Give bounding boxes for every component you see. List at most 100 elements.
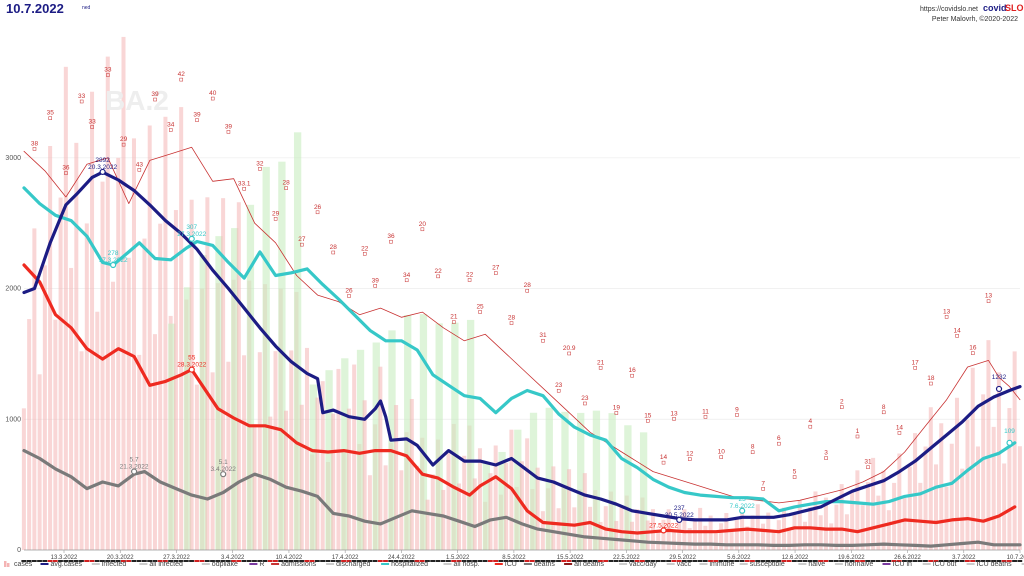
hospitalized-bar [451,322,459,550]
admission-label: 6 [777,435,781,442]
day-strip [456,560,462,562]
day-strip [451,560,457,562]
day-strip [189,560,194,562]
day-strip [110,560,116,562]
y-tick-label: 0 [17,547,21,554]
day-strip [487,560,493,562]
day-strip [194,560,200,562]
case-bar [111,281,116,550]
legend-label: admissions [281,561,317,568]
case-bar [74,142,79,550]
case-bar [320,381,325,550]
hospitalized-bar [592,410,601,550]
admission-label: 26 [345,287,353,294]
day-strip [687,560,692,562]
day-strip [404,560,409,562]
x-tick-label: 3.7.2022 [952,555,976,561]
legend-item: cases [4,561,33,568]
day-strip [797,560,803,562]
admission-label: 29 [120,136,128,143]
day-strip [299,560,305,562]
case-bar [829,523,834,550]
case-bar [189,199,194,550]
day-strip [718,560,724,562]
admission-label: 16 [969,345,977,352]
admission-label: 1 [856,428,860,435]
legend-label: ICU in [893,561,913,568]
day-strip [839,560,844,562]
day-strip [314,560,320,562]
case-bar [834,504,839,550]
admission-marker [866,465,870,469]
day-strip [697,560,703,562]
day-strip [671,560,677,562]
chart-date: 10.7.2022 [6,1,64,16]
case-bar [881,470,886,550]
admission-label: 17 [912,359,920,366]
case-bar [394,405,399,550]
day-strip [320,560,326,562]
annotation-marker [660,527,667,534]
day-strip [791,560,797,562]
annotation-value: 109 [1004,428,1015,435]
day-strip [529,560,535,562]
day-strip [729,560,734,562]
case-bar [635,509,640,550]
day-strip [262,560,268,562]
admission-label: 38 [31,140,39,147]
case-bar [619,507,624,550]
day-strip [571,560,577,562]
day-strip [928,560,934,562]
day-strip [587,560,593,562]
day-strip [115,560,121,562]
admission-marker [986,299,991,303]
annotation-marker [739,507,746,514]
case-bar [79,351,84,550]
day-strip [157,560,163,562]
annotation-marker [130,468,138,475]
day-strip [283,560,289,562]
source-url[interactable]: https://covidslo.net [920,6,978,13]
case-bar [242,355,247,550]
legend-label: discharged [336,561,370,568]
day-strip [183,560,189,562]
day-strip [372,560,378,562]
admission-label: 13 [670,410,678,417]
day-strip [31,560,37,562]
case-bar [116,157,121,550]
admission-marker [777,441,781,446]
admission-marker [478,310,482,314]
admission-marker [373,284,377,288]
hospitalized-bar [168,323,176,550]
day-strip [241,560,247,562]
admission-label: 33 [78,93,86,100]
case-bar [567,469,572,550]
annotation-date: 3.4.2022 [211,466,237,473]
day-strip [666,560,671,562]
legend: cases avg.cases infected all infected odplia… [4,561,1024,568]
admission-label: 19 [613,404,621,411]
legend-item: ICU out [922,561,956,568]
admission-marker [179,77,184,82]
admission-marker [646,419,650,423]
admission-labels: 383536333333294339344239403933.132292827… [31,67,993,491]
day-strip [84,560,90,562]
case-bar [650,509,655,550]
day-strip [692,560,698,562]
day-strip [1012,560,1017,562]
admission-label: 39 [225,123,233,130]
legend-label: vacc [677,561,692,568]
day-strip [650,560,656,562]
case-bar [677,519,682,550]
admission-label: 7 [761,480,765,487]
day-strip [765,560,771,562]
case-bar [105,56,110,550]
legend-item: ICU deaths [966,561,1012,568]
admission-marker [687,457,692,461]
admission-label: 20 [419,221,427,228]
admission-marker [719,455,723,459]
annotation-value: 5.1 [219,459,228,466]
day-strip [949,560,955,562]
day-strip [514,560,519,562]
day-strip [970,560,976,562]
